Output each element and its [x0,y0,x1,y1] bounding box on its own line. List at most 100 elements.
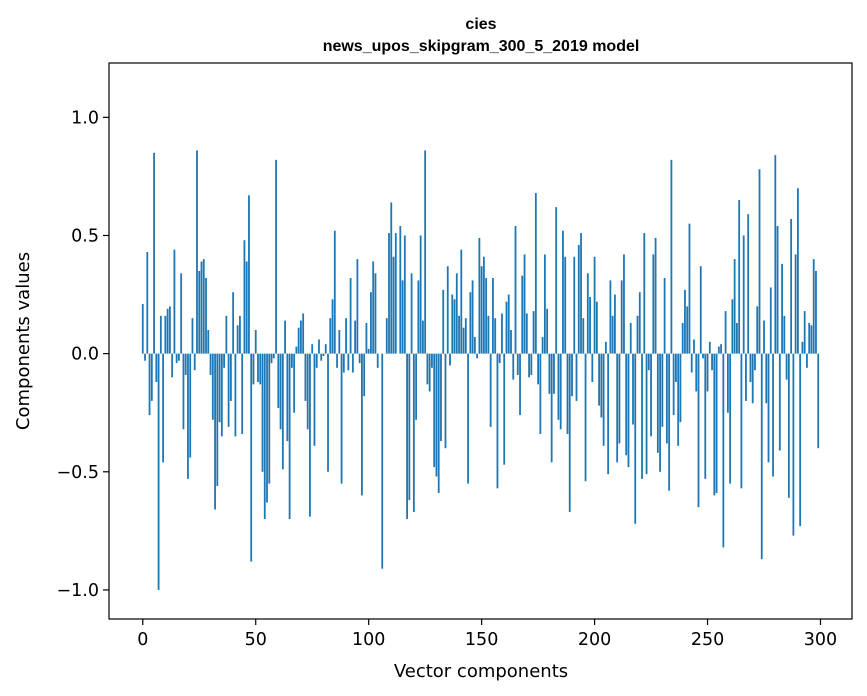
bar-131 [437,353,440,494]
bar-206 [607,353,610,475]
bar-276 [765,353,768,404]
bar-48 [250,353,253,562]
x-tick-label: 200 [578,630,611,650]
bar-215 [627,353,630,468]
bar-50 [254,330,257,354]
bar-234 [670,159,673,354]
bar-100 [367,348,370,354]
bar-68 [295,346,298,354]
bar-17 [180,273,183,354]
bar-193 [577,244,580,354]
bar-45 [243,240,246,354]
bar-157 [496,353,499,489]
bar-243 [690,353,693,373]
bar-160 [503,353,506,465]
bar-78 [318,339,320,354]
bar-184 [557,353,560,420]
bar-133 [442,289,445,354]
bar-273 [758,169,761,354]
bar-120 [412,353,415,512]
bar-178 [543,254,546,354]
bar-163 [510,330,512,354]
bar-141 [460,249,463,354]
bar-237 [677,353,680,446]
bar-259 [726,353,729,413]
y-tick-label: 0.0 [71,345,99,365]
bar-3 [148,353,151,416]
bar-219 [636,315,639,354]
bar-33 [216,353,219,486]
bar-228 [656,353,659,453]
bar-23 [193,353,196,371]
bar-43 [239,315,241,354]
bar-293 [803,311,806,354]
bar-249 [704,353,707,479]
bar-265 [740,353,743,489]
bar-28 [205,278,207,354]
bar-258 [724,311,727,354]
bar-16 [178,353,180,361]
bar-174 [534,192,537,354]
bar-154 [489,353,492,427]
bar-29 [207,330,210,354]
bar-121 [415,353,418,420]
bar-209 [614,294,616,354]
bar-24 [196,150,198,354]
bar-186 [562,230,564,354]
chart-subtitle: news_upos_skipgram_300_5_2019 model [323,38,640,55]
bar-231 [663,278,666,354]
bar-145 [469,292,472,354]
bar-148 [476,353,479,359]
bar-191 [573,256,576,354]
bar-111 [392,256,395,354]
bar-263 [736,322,738,354]
bar-192 [575,353,578,401]
bar-98 [363,353,366,397]
bar-32 [214,353,216,510]
bar-169 [523,254,526,354]
bar-143 [464,318,467,354]
bar-280 [774,155,777,354]
bar-125 [424,150,427,354]
bar-90 [345,318,347,354]
bar-201 [595,301,598,354]
bar-109 [388,233,390,354]
bar-1 [144,353,146,361]
bar-34 [218,353,221,423]
bar-93 [351,353,354,373]
bar-222 [643,233,646,354]
bar-247 [699,266,702,354]
x-tick-label: 250 [691,630,724,650]
bar-188 [566,353,569,434]
bar-10 [164,315,167,354]
bar-282 [778,353,781,451]
bar-274 [760,353,763,560]
bar-176 [539,353,542,434]
bar-75 [311,344,314,354]
bar-140 [458,315,460,354]
bar-298 [815,270,817,354]
bar-102 [372,261,375,354]
bar-25 [198,270,201,354]
bar-196 [584,353,587,482]
bar-39 [229,353,232,401]
bar-267 [745,353,747,401]
bar-233 [668,353,671,491]
bar-166 [516,353,519,375]
bar-289 [794,254,797,354]
bar-241 [686,306,689,354]
bar-12 [168,306,171,354]
bar-220 [638,292,641,354]
bar-139 [455,273,458,354]
bar-211 [618,353,621,444]
bar-27 [202,259,205,354]
bar-73 [306,353,309,430]
bar-53 [261,353,264,472]
bar-144 [467,353,469,484]
bar-96 [358,353,361,364]
bar-218 [634,353,637,524]
bar-270 [751,353,754,404]
bar-118 [408,353,411,501]
bar-161 [505,301,508,354]
bar-246 [697,353,700,508]
